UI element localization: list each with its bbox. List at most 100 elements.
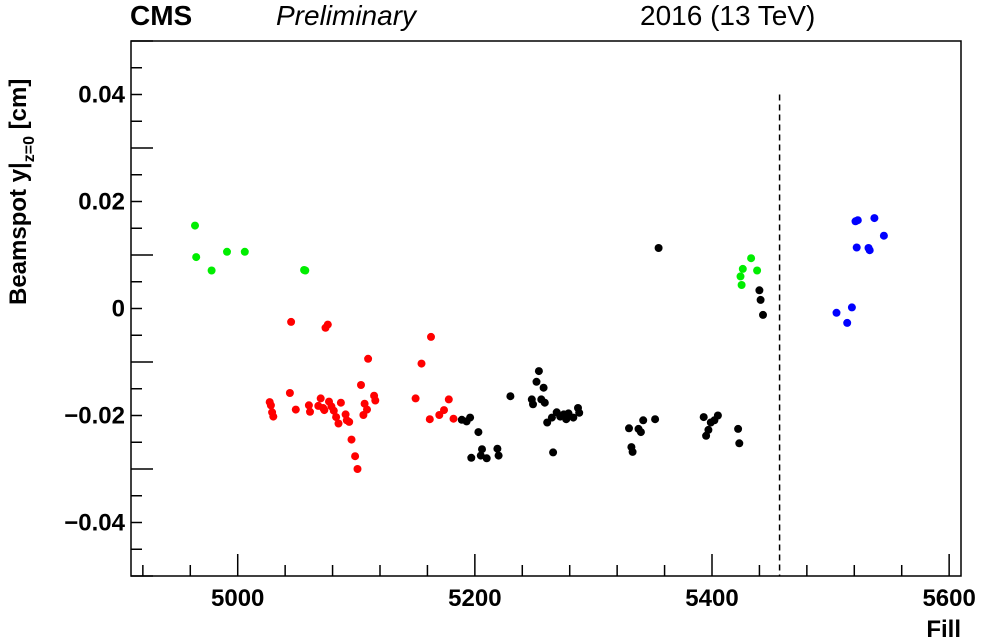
- data-point: [759, 310, 767, 319]
- x-tick-label: 5000: [211, 585, 264, 612]
- x-tick-label: 5200: [448, 585, 501, 612]
- data-point: [482, 454, 491, 463]
- data-point: [474, 428, 483, 437]
- data-point: [207, 266, 216, 275]
- data-point: [529, 400, 537, 409]
- y-tick-label: 0: [112, 296, 125, 323]
- data-point: [192, 253, 201, 262]
- data-points: [191, 214, 888, 473]
- data-point: [467, 453, 476, 462]
- data-point: [425, 415, 434, 424]
- data-point: [320, 406, 329, 415]
- data-point: [291, 405, 300, 414]
- data-point: [306, 407, 314, 416]
- x-tick-label: 5600: [922, 585, 975, 612]
- data-point: [625, 424, 633, 433]
- plot-frame: [130, 40, 962, 577]
- data-point: [699, 413, 708, 422]
- data-point: [547, 413, 556, 422]
- y-axis-label-unit: [cm]: [5, 79, 32, 136]
- data-point: [304, 401, 313, 410]
- data-point: [639, 416, 648, 425]
- data-point: [287, 317, 296, 326]
- data-point: [440, 406, 448, 415]
- y-axis: −0.04 −0.02 0 0.02 0.04: [64, 40, 153, 577]
- data-point: [865, 246, 874, 255]
- data-point: [736, 272, 745, 281]
- data-point: [843, 318, 852, 327]
- data-point: [651, 415, 660, 424]
- data-point: [549, 448, 558, 457]
- data-point: [449, 414, 458, 423]
- data-point: [506, 392, 515, 401]
- data-point: [756, 295, 765, 304]
- data-point: [575, 408, 584, 417]
- data-point: [654, 244, 663, 252]
- data-point: [266, 401, 275, 410]
- data-point: [269, 412, 278, 421]
- y-tick-label: 0.02: [78, 189, 125, 216]
- data-point: [466, 413, 475, 422]
- data-point: [534, 367, 543, 376]
- data-point: [316, 394, 325, 403]
- data-point: [371, 396, 380, 405]
- data-point: [444, 395, 453, 404]
- data-point: [704, 425, 713, 434]
- data-point: [223, 247, 231, 256]
- data-point: [363, 405, 371, 414]
- data-point: [879, 231, 888, 240]
- data-point: [832, 308, 841, 317]
- data-point: [735, 439, 744, 448]
- y-axis-label-main: Beamspot y|: [5, 162, 32, 305]
- data-point: [870, 214, 879, 223]
- data-point: [191, 221, 199, 230]
- data-point: [853, 216, 862, 225]
- y-tick-label: −0.04: [64, 510, 125, 537]
- data-point: [336, 398, 345, 407]
- data-point: [427, 332, 435, 341]
- x-tick-label: 5400: [685, 585, 738, 612]
- data-point: [345, 417, 354, 426]
- experiment-label: CMS: [130, 0, 193, 31]
- data-point: [351, 452, 360, 461]
- y-axis-label-sub: z=0: [21, 136, 38, 162]
- data-point: [852, 243, 861, 252]
- y-tick-label: −0.02: [64, 403, 125, 430]
- data-point: [334, 419, 343, 428]
- data-point: [411, 394, 420, 403]
- data-point: [364, 354, 373, 363]
- x-axis-label: Fill: [926, 616, 961, 637]
- data-point: [847, 303, 856, 312]
- data-point: [285, 389, 294, 397]
- data-point: [734, 424, 743, 433]
- data-point: [737, 281, 746, 289]
- y-axis-label: Beamspot y|z=0 [cm]: [5, 79, 38, 305]
- data-point: [747, 254, 756, 263]
- data-point: [753, 266, 762, 275]
- data-point: [628, 447, 637, 456]
- data-point: [329, 406, 338, 415]
- data-point: [569, 413, 578, 422]
- data-point: [478, 445, 486, 454]
- data-point: [347, 435, 356, 444]
- data-point: [713, 411, 722, 420]
- data-point: [353, 465, 362, 473]
- data-point: [494, 451, 503, 460]
- y-tick-label: 0.04: [78, 82, 125, 109]
- data-point: [332, 413, 341, 422]
- data-point: [755, 286, 764, 295]
- data-point: [417, 359, 426, 368]
- data-point: [240, 247, 249, 256]
- data-point: [540, 398, 549, 407]
- data-point: [532, 377, 541, 386]
- run-label: 2016 (13 TeV): [640, 0, 816, 31]
- data-point: [301, 266, 310, 275]
- data-point: [323, 320, 332, 329]
- data-point: [738, 264, 747, 273]
- x-axis: 5000 5200 5400 5600: [142, 554, 976, 612]
- status-label: Preliminary: [276, 0, 417, 31]
- data-point: [539, 383, 548, 392]
- data-point: [357, 381, 365, 389]
- data-point: [636, 428, 645, 437]
